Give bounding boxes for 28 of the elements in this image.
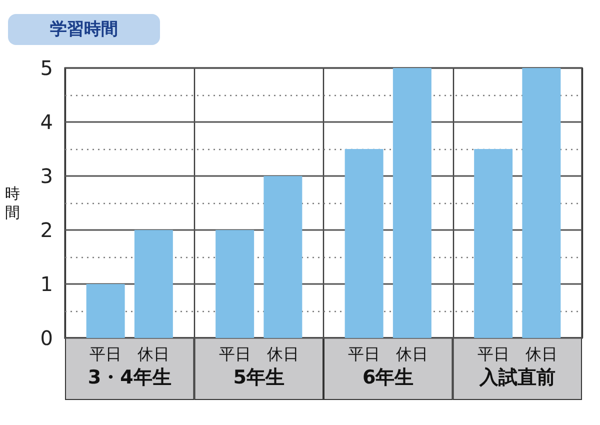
text: 平日 <box>477 344 510 364</box>
text: 休日 <box>396 344 428 364</box>
x-tick-label: 3・4年生 <box>88 366 172 388</box>
series-label: 平日 <box>90 344 122 364</box>
x-tick-label: 6年生 <box>362 366 414 388</box>
y-tick-label: 1 <box>40 272 53 296</box>
text: 平日 <box>218 344 251 364</box>
text: 休日 <box>525 344 558 364</box>
x-tick-label: 入試直前 <box>478 366 556 388</box>
y-axis-title: 時間 <box>5 184 20 222</box>
x-tick-label: 5年生 <box>233 366 284 388</box>
bar <box>216 230 254 338</box>
y-tick-label: 0 <box>40 326 53 350</box>
bar <box>134 230 173 338</box>
y-tick-label: 3 <box>40 164 53 188</box>
bar <box>474 149 513 338</box>
bar <box>392 68 432 338</box>
chart-title: 学習時間 <box>50 20 118 40</box>
y-tick-label: 5 <box>40 56 53 80</box>
text: 平日 <box>348 344 380 364</box>
bar <box>86 284 125 338</box>
bar <box>522 68 561 338</box>
bar <box>264 176 302 338</box>
text: 休日 <box>266 344 299 364</box>
bar <box>344 149 384 338</box>
series-label: 休日 <box>138 344 170 364</box>
y-tick-label: 4 <box>40 110 53 134</box>
y-tick-label: 2 <box>40 218 53 242</box>
